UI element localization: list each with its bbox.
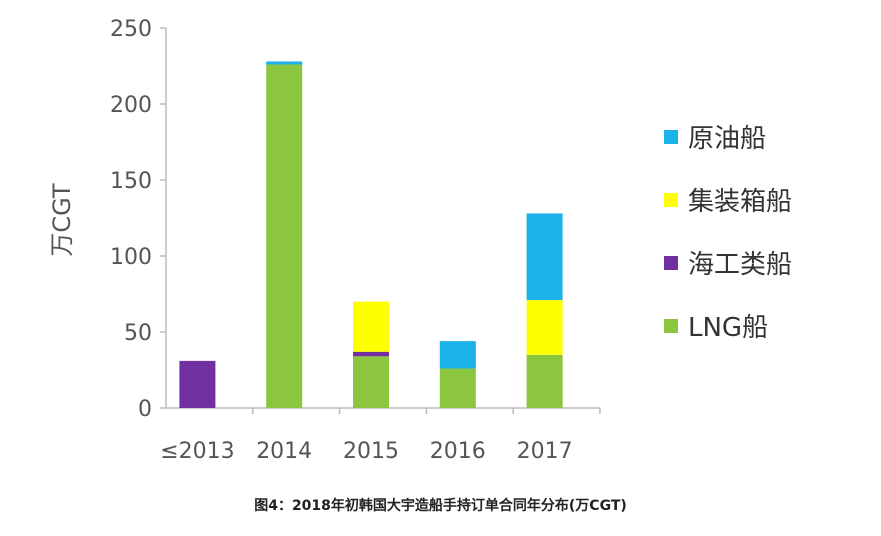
legend-swatch <box>664 130 678 144</box>
y-tick-label: 0 <box>138 397 152 422</box>
bar-segment <box>353 356 389 408</box>
bar-segment <box>439 341 476 369</box>
bar-segment <box>266 64 303 408</box>
bar-segment <box>353 301 389 352</box>
x-tick-label: 2017 <box>517 439 573 464</box>
figure-caption: 图4：2018年初韩国大宇造船手持订单合同年分布(万CGT) <box>254 498 627 514</box>
bar-segment <box>526 300 563 355</box>
x-tick-label: ≤2013 <box>160 439 234 464</box>
legend-label: 原油船 <box>688 124 766 154</box>
legend-swatch <box>664 256 678 270</box>
legend-label: 海工类船 <box>688 250 792 280</box>
bar-segment <box>179 360 216 408</box>
bar-segment <box>439 368 476 408</box>
y-axis-label: 万CGT <box>48 183 76 256</box>
legend-label: 集装箱船 <box>688 187 792 217</box>
y-tick-label: 200 <box>110 93 152 118</box>
y-tick-label: 150 <box>110 169 152 194</box>
x-tick-label: 2015 <box>343 439 399 464</box>
bar-segment <box>526 213 563 301</box>
x-axis-ticks: ≤2013 2014 2015 2016 2017 <box>160 408 601 464</box>
legend-swatch <box>664 319 678 333</box>
legend-swatch <box>664 193 678 207</box>
bar-segment <box>526 354 563 408</box>
bar-segment <box>266 61 303 65</box>
bars <box>179 61 563 408</box>
x-tick-label: 2016 <box>430 439 486 464</box>
x-tick-label: 2014 <box>256 439 312 464</box>
bar-segment <box>353 351 389 357</box>
y-tick-label: 250 <box>110 17 152 42</box>
y-axis-ticks: 0 50 100 150 200 250 <box>110 17 166 422</box>
chart: 0 50 100 150 200 250 ≤2013 2014 2015 2016 2017 万C… <box>48 17 792 464</box>
legend-label: LNG船 <box>688 313 768 343</box>
y-tick-label: 100 <box>110 245 152 270</box>
y-tick-label: 50 <box>124 321 152 346</box>
